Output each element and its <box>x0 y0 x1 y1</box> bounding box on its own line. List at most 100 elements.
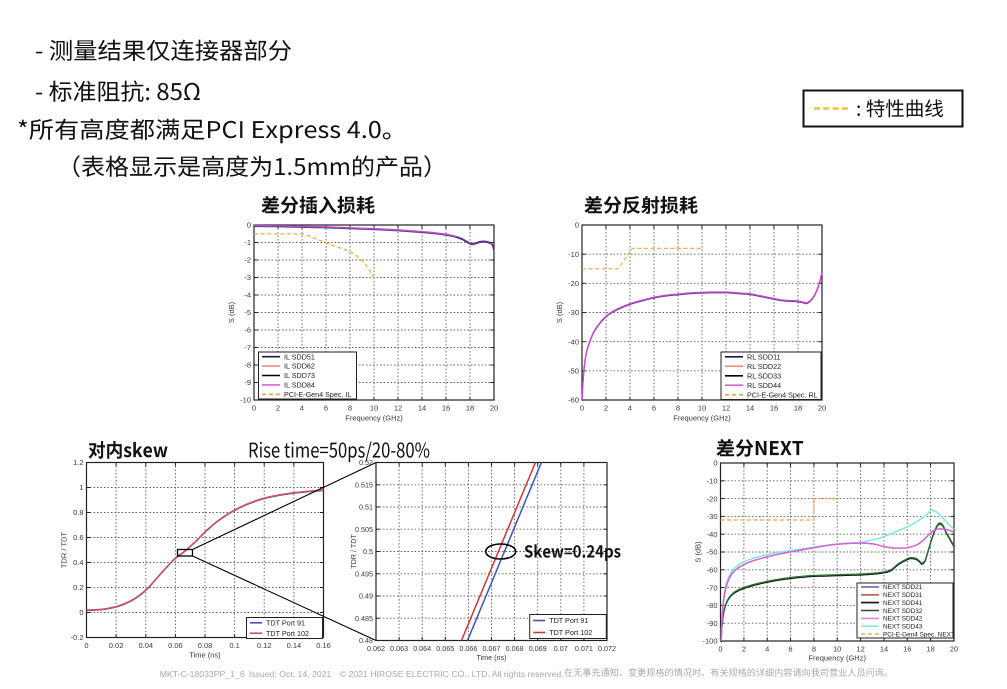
svg-text:0.04: 0.04 <box>138 641 153 650</box>
svg-text:-7: -7 <box>244 343 251 352</box>
svg-text:0.1: 0.1 <box>229 641 239 650</box>
svg-text:-5: -5 <box>244 308 251 317</box>
svg-text:S (dB): S (dB) <box>694 541 703 563</box>
svg-text:16: 16 <box>903 645 911 654</box>
svg-text:Frequency (GHz): Frequency (GHz) <box>345 414 403 423</box>
svg-text:0.5: 0.5 <box>363 547 373 556</box>
svg-text:8: 8 <box>676 404 680 413</box>
svg-text:0.062: 0.062 <box>367 644 385 653</box>
svg-text:0: 0 <box>718 645 722 654</box>
svg-text:-1: -1 <box>244 238 251 247</box>
svg-text:-20: -20 <box>707 494 718 503</box>
svg-text:10: 10 <box>698 404 706 413</box>
svg-text:NEXT SDD41: NEXT SDD41 <box>883 600 923 607</box>
svg-text:0.06: 0.06 <box>168 641 183 650</box>
svg-text:Time (ns): Time (ns) <box>189 651 221 660</box>
svg-text:12: 12 <box>394 404 402 413</box>
svg-text:-10: -10 <box>240 396 251 405</box>
svg-text:2: 2 <box>276 404 280 413</box>
svg-text:10: 10 <box>833 645 841 654</box>
svg-text:20: 20 <box>490 404 498 413</box>
svg-text:10: 10 <box>370 404 378 413</box>
svg-text:0.485: 0.485 <box>355 614 373 623</box>
svg-text:-50: -50 <box>707 548 718 557</box>
svg-text:NEXT SDD32: NEXT SDD32 <box>883 608 923 615</box>
svg-text:20: 20 <box>950 645 958 654</box>
svg-text:TDT Port 102: TDT Port 102 <box>266 629 309 638</box>
svg-text:0.49: 0.49 <box>359 592 373 601</box>
svg-text:-6: -6 <box>244 326 251 335</box>
svg-text:0.495: 0.495 <box>355 569 373 578</box>
svg-text:0: 0 <box>580 404 584 413</box>
svg-text:18: 18 <box>466 404 474 413</box>
svg-text:-100: -100 <box>702 637 717 646</box>
svg-text:8: 8 <box>348 404 352 413</box>
svg-text:0.07: 0.07 <box>554 644 568 653</box>
svg-text:12: 12 <box>722 404 730 413</box>
svg-text:-8: -8 <box>244 361 251 370</box>
svg-text:-90: -90 <box>707 619 718 628</box>
svg-text:S (dB): S (dB) <box>227 301 236 323</box>
svg-text:Frequency (GHz): Frequency (GHz) <box>673 414 731 423</box>
svg-text:18: 18 <box>794 404 802 413</box>
svg-text:14: 14 <box>746 404 754 413</box>
svg-text:0.068: 0.068 <box>506 644 524 653</box>
svg-text:0.52: 0.52 <box>359 458 373 467</box>
svg-text:-40: -40 <box>707 530 718 539</box>
svg-text:-20: -20 <box>568 279 579 288</box>
svg-text:TDT Port 91: TDT Port 91 <box>266 618 305 627</box>
svg-text:0.064: 0.064 <box>413 644 431 653</box>
svg-text:0: 0 <box>575 221 579 230</box>
svg-text:Time (ns): Time (ns) <box>476 653 506 662</box>
svg-text:RL SDD22: RL SDD22 <box>747 362 781 371</box>
svg-text:0.6: 0.6 <box>73 533 83 542</box>
svg-text:0.51: 0.51 <box>359 503 373 512</box>
svg-text:4: 4 <box>765 645 769 654</box>
svg-text:-3: -3 <box>244 273 251 282</box>
svg-text:0: 0 <box>84 641 88 650</box>
svg-text:-60: -60 <box>568 396 579 405</box>
svg-text:14: 14 <box>418 404 426 413</box>
svg-text:16: 16 <box>442 404 450 413</box>
svg-text:-30: -30 <box>707 512 718 521</box>
svg-text:18: 18 <box>926 645 934 654</box>
svg-text:S (dB): S (dB) <box>555 301 564 323</box>
svg-text:NEXT SDD21: NEXT SDD21 <box>883 584 923 591</box>
svg-text:0.2: 0.2 <box>73 583 83 592</box>
svg-text:NEXT SDD31: NEXT SDD31 <box>883 592 923 599</box>
svg-text:2: 2 <box>604 404 608 413</box>
svg-text:0: 0 <box>252 404 256 413</box>
svg-text:0.4: 0.4 <box>73 558 83 567</box>
svg-text:1: 1 <box>79 483 83 492</box>
svg-text:IL SDD73: IL SDD73 <box>284 371 315 380</box>
svg-text:TDT Port 91: TDT Port 91 <box>549 616 588 625</box>
svg-text:IL SDD84: IL SDD84 <box>284 381 315 390</box>
svg-text:PCI-E-Gen4 Spec. IL: PCI-E-Gen4 Spec. IL <box>284 390 352 399</box>
svg-text:TDT Port 102: TDT Port 102 <box>549 628 592 637</box>
svg-text:0.515: 0.515 <box>355 480 373 489</box>
svg-text:1.2: 1.2 <box>73 458 83 467</box>
svg-text:-80: -80 <box>707 601 718 610</box>
svg-text:0: 0 <box>247 221 251 230</box>
svg-text:0.071: 0.071 <box>575 644 593 653</box>
svg-text:0.069: 0.069 <box>529 644 547 653</box>
svg-text:-70: -70 <box>707 583 718 592</box>
svg-text:0: 0 <box>713 459 717 468</box>
svg-text:IL SDD51: IL SDD51 <box>284 352 315 361</box>
svg-text:-4: -4 <box>244 291 251 300</box>
svg-text:0.072: 0.072 <box>598 644 616 653</box>
svg-text:-60: -60 <box>707 566 718 575</box>
svg-text:-0.2: -0.2 <box>71 633 84 642</box>
svg-text:-40: -40 <box>568 337 579 346</box>
svg-text:0.505: 0.505 <box>355 525 373 534</box>
svg-text:0.16: 0.16 <box>316 641 331 650</box>
svg-text:-10: -10 <box>568 250 579 259</box>
svg-text:PCI-E-Gen4 Spec. NEXT: PCI-E-Gen4 Spec. NEXT <box>883 631 955 638</box>
svg-text:0.8: 0.8 <box>73 508 83 517</box>
svg-text:0: 0 <box>79 608 83 617</box>
svg-text:2: 2 <box>742 645 746 654</box>
svg-text:0.48: 0.48 <box>359 636 373 645</box>
svg-text:Frequency (GHz): Frequency (GHz) <box>808 654 866 663</box>
svg-text:-50: -50 <box>568 367 579 376</box>
svg-text:4: 4 <box>300 404 304 413</box>
